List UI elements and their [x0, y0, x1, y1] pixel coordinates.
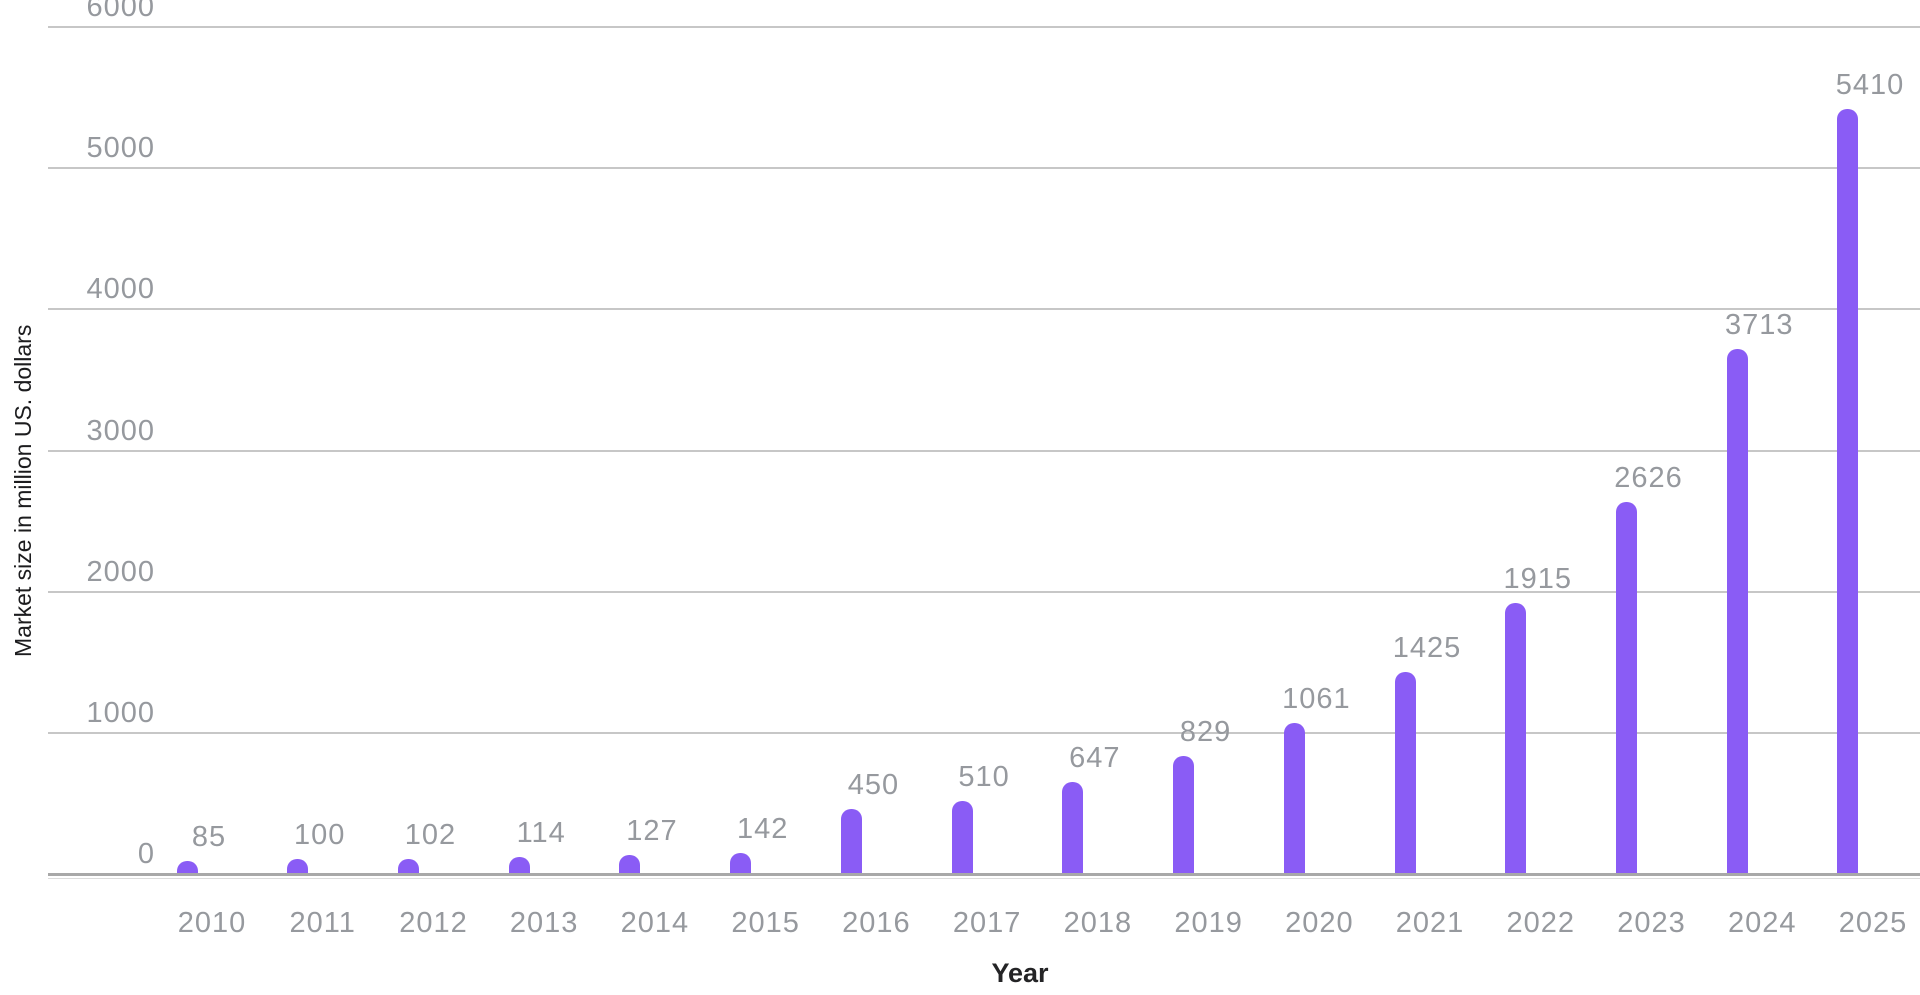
- value-label-2015: 142: [736, 812, 789, 845]
- x-tick-label-2023: 2023: [1617, 907, 1686, 939]
- value-label-2025: 5410: [1835, 69, 1905, 102]
- bar-2022: [1505, 602, 1527, 873]
- bar-2020: [1283, 723, 1305, 873]
- x-axis-baseline: [48, 873, 1920, 876]
- x-tick-label-2018: 2018: [1063, 907, 1133, 939]
- gridline-2000: [48, 590, 1920, 593]
- x-tick-label-2024: 2024: [1727, 907, 1797, 939]
- bar-2023: [1616, 502, 1638, 873]
- x-tick-label-2017: 2017: [952, 907, 1022, 939]
- gridline-5000: [48, 167, 1920, 170]
- bar-2010: [176, 861, 198, 873]
- x-tick-label-2020: 2020: [1285, 907, 1354, 939]
- value-label-2021: 1425: [1392, 631, 1462, 664]
- value-label-2019: 829: [1179, 715, 1232, 748]
- bar-2017: [951, 801, 973, 873]
- y-tick-label-5000: 5000: [86, 132, 155, 165]
- y-tick-label-3000: 3000: [86, 414, 155, 447]
- bar-2012: [397, 858, 419, 873]
- bar-2021: [1394, 671, 1416, 873]
- bar-2016: [840, 809, 862, 873]
- x-tick-label-2014: 2014: [620, 907, 690, 939]
- y-tick-label-2000: 2000: [86, 555, 155, 588]
- x-tick-label-2016: 2016: [842, 907, 911, 939]
- gridline-1000: [48, 731, 1920, 734]
- value-label-2018: 647: [1069, 741, 1121, 774]
- x-tick-label-2015: 2015: [731, 907, 800, 939]
- x-tick-label-2019: 2019: [1174, 907, 1243, 939]
- bar-2014: [619, 855, 641, 873]
- value-label-2017: 510: [958, 761, 1010, 794]
- x-tick-label-2010: 2010: [177, 907, 247, 939]
- y-tick-label-6000: 6000: [86, 0, 155, 23]
- x-tick-label-2011: 2011: [289, 907, 356, 939]
- y-axis-title: Market size in million US. dollars: [10, 324, 36, 657]
- x-tick-label-2013: 2013: [509, 907, 579, 939]
- gridline-3000: [48, 449, 1920, 452]
- value-label-2024: 3713: [1724, 308, 1794, 341]
- bar-2024: [1726, 348, 1748, 873]
- value-label-2020: 1061: [1282, 683, 1351, 716]
- y-tick-label-1000: 1000: [86, 696, 155, 729]
- bar-2018: [1062, 781, 1084, 873]
- gridline-4000: [48, 308, 1920, 311]
- value-label-2011: 100: [294, 818, 346, 851]
- value-label-2022: 1915: [1503, 562, 1573, 595]
- bar-2025: [1837, 109, 1859, 873]
- x-axis-title: Year: [991, 958, 1049, 988]
- gridline-6000: [48, 26, 1920, 28]
- value-label-2014: 127: [626, 815, 678, 848]
- x-tick-label-2025: 2025: [1838, 907, 1908, 939]
- bar-2019: [1173, 755, 1195, 873]
- value-label-2016: 450: [847, 769, 900, 802]
- bar-2015: [730, 852, 752, 873]
- y-tick-label-4000: 4000: [86, 273, 155, 306]
- x-tick-label-2012: 2012: [399, 907, 468, 939]
- x-axis-baseline-shadow: [48, 878, 1920, 879]
- x-tick-label-2022: 2022: [1506, 907, 1576, 939]
- x-tick-label-2021: 2021: [1395, 907, 1465, 939]
- value-label-2012: 102: [404, 818, 457, 851]
- value-label-2023: 2626: [1614, 462, 1683, 495]
- value-label-2010: 85: [191, 821, 227, 854]
- bar-2011: [287, 858, 309, 873]
- bar-2013: [508, 856, 530, 873]
- value-label-2013: 114: [516, 816, 566, 849]
- y-tick-label-0: 0: [137, 838, 155, 870]
